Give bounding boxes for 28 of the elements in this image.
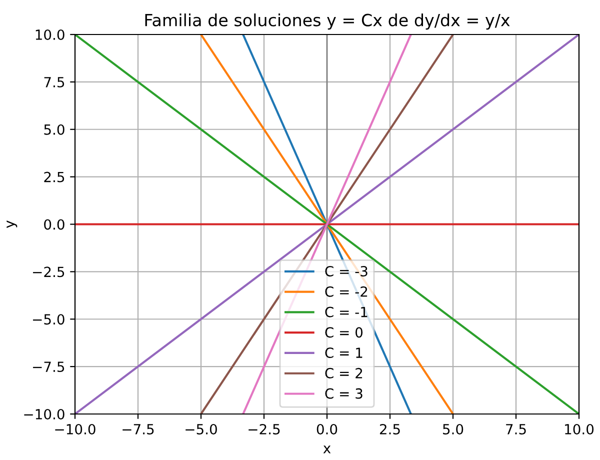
chart-title: Familia de soluciones y = Cx de dy/dx = y/x — [145, 14, 510, 30]
legend-label: C = 0 — [325, 327, 363, 338]
x-axis-title: x — [323, 446, 331, 454]
x-tick-label: 7.5 — [506, 424, 526, 434]
y-tick-label: 5.0 — [44, 124, 64, 135]
y-tick-label: 2.5 — [44, 172, 64, 182]
x-tick-label: 10.0 — [565, 424, 594, 434]
x-tick-label: 5.0 — [443, 424, 464, 434]
legend-label: C = -2 — [325, 286, 368, 297]
y-tick-label: −5.0 — [33, 314, 64, 325]
x-tick-label: 0.0 — [316, 424, 338, 434]
x-tick-label: −10.0 — [55, 424, 96, 434]
y-tick-label: 0.0 — [44, 219, 64, 230]
legend-label: C = 3 — [325, 388, 362, 399]
x-tick-label: −5.0 — [186, 424, 217, 434]
y-axis-title: y — [6, 220, 18, 228]
y-tick-label: −2.5 — [33, 266, 64, 278]
x-tick-label: −7.5 — [122, 424, 154, 434]
y-tick-label: −10.0 — [24, 408, 64, 420]
legend-label: C = -3 — [325, 266, 368, 276]
legend-label: C = 2 — [325, 368, 362, 378]
legend-label: C = 1 — [325, 348, 362, 358]
y-tick-label: −7.5 — [33, 362, 64, 372]
y-tick-label: 10.0 — [36, 29, 64, 40]
legend-label: C = -1 — [325, 306, 368, 318]
y-tick-label: 7.5 — [44, 77, 64, 88]
x-tick-label: −2.5 — [248, 424, 280, 434]
x-tick-label: 2.5 — [380, 424, 400, 434]
